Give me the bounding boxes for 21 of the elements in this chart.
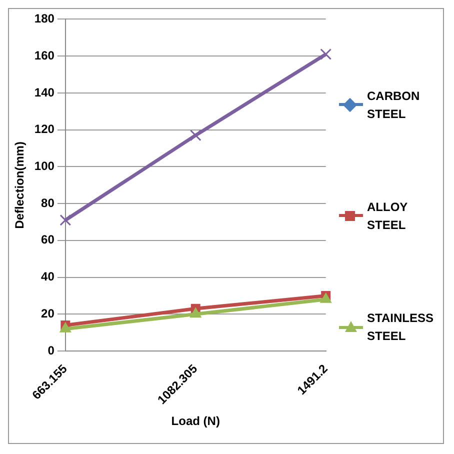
y-tick-label: 100 (34, 158, 55, 173)
point (60, 322, 72, 332)
point (190, 308, 202, 318)
y-tick-label: 140 (34, 85, 55, 100)
point (60, 214, 72, 226)
y-tick-label: 180 (34, 12, 55, 26)
y-tick-label: 60 (41, 232, 55, 247)
point (190, 130, 202, 142)
y-tick-label: 0 (48, 343, 55, 358)
y-tick-label: 40 (41, 270, 55, 284)
y-tick-label: 20 (41, 306, 55, 320)
y-axis-title: Deflection(mm) (12, 141, 27, 229)
y-tick-label: 80 (41, 196, 55, 210)
legend-label: STAINLESS STEEL (367, 310, 434, 346)
legend-label: CARBON STEEL (367, 88, 421, 123)
point (320, 48, 332, 60)
point (320, 292, 332, 303)
x-axis-title: Load (N) (171, 414, 220, 428)
legend-label: ALLOY STEEL (367, 198, 408, 234)
y-tick-label: 160 (34, 48, 55, 62)
y-tick-label: 120 (34, 122, 55, 136)
